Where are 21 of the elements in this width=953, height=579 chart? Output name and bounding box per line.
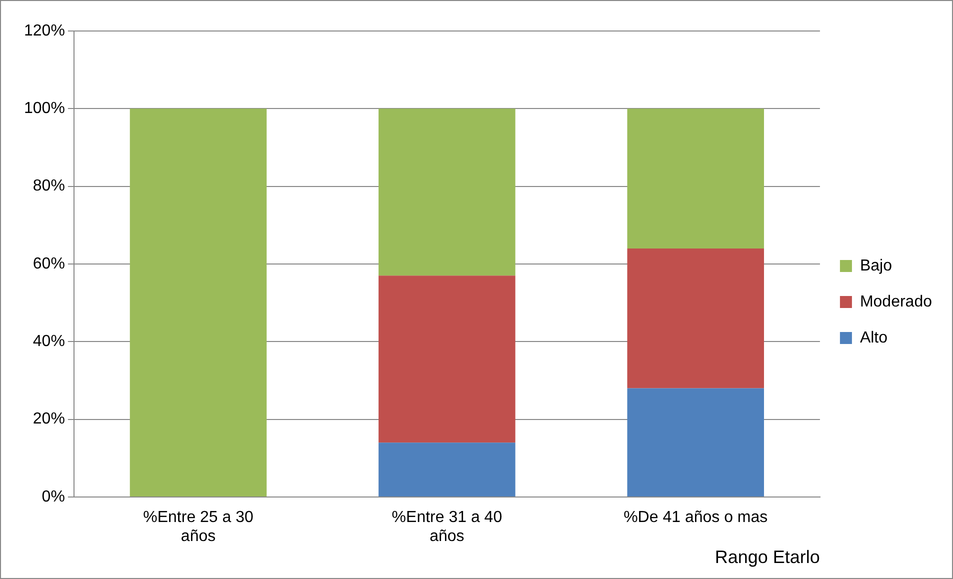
y-tick-label: 100% — [24, 100, 65, 118]
y-tick-label: 120% — [24, 22, 65, 40]
bar — [378, 442, 516, 496]
bar — [378, 276, 516, 443]
y-tick-label: 40% — [32, 333, 65, 350]
y-tick-label: 20% — [32, 410, 65, 428]
legend-label: Bajo — [860, 257, 892, 274]
x-axis-title: Rango Etarlo — [714, 547, 820, 568]
x-tick-label: %Entre 31 a 40 años — [392, 509, 502, 546]
bar — [627, 388, 764, 496]
legend-label: Moderado — [860, 293, 932, 310]
y-tick-label: 0% — [42, 488, 65, 506]
x-tick-label: %De 41 años o mas — [624, 509, 768, 526]
bar — [627, 248, 764, 388]
bar — [130, 108, 267, 496]
bar — [627, 108, 764, 248]
y-tick-label: 80% — [32, 178, 65, 195]
x-tick-label: %Entre 25 a 30 años — [143, 509, 254, 546]
y-tick-label: 60% — [32, 255, 65, 272]
legend-label: Alto — [860, 329, 888, 346]
bar — [378, 108, 516, 276]
